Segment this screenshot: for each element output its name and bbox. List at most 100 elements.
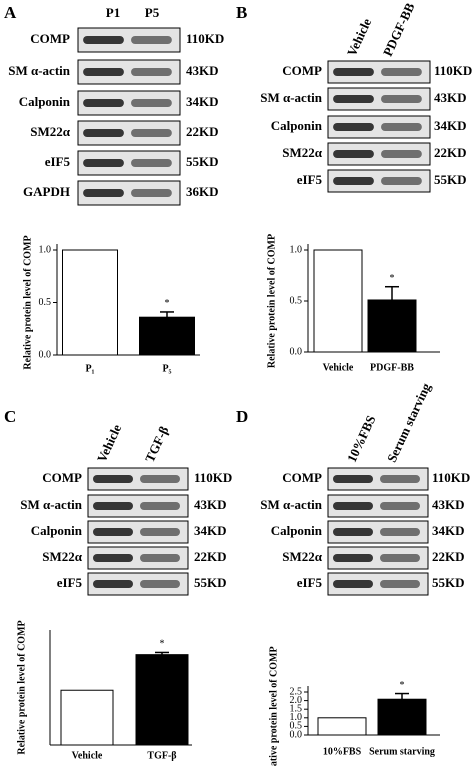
y-tick-label: 1.0 [39, 244, 52, 255]
protein-label: eIF5 [297, 172, 323, 187]
lane-label: Vehicle [94, 422, 125, 465]
y-tick-label: 1.5 [290, 703, 303, 714]
protein-label: SM22α [282, 145, 323, 160]
y-tick-label: 0.5 [290, 295, 303, 306]
protein-label: COMP [282, 470, 322, 485]
blot-band [93, 554, 133, 562]
blot-band [333, 475, 373, 483]
protein-label: Calponin [19, 94, 71, 109]
lane-label: 10%FBS [344, 413, 379, 465]
y-axis-label: Relative protein level of COMP [16, 620, 27, 754]
lane-label: TGF-β [142, 424, 172, 465]
blot-band [381, 150, 422, 158]
protein-label: Calponin [31, 523, 83, 538]
significance: * [400, 680, 405, 691]
blot-band [83, 36, 124, 44]
blot-band [140, 528, 180, 536]
y-tick-label: 0.5 [39, 297, 52, 308]
blot-band [93, 528, 133, 536]
size-label: 43KD [432, 497, 465, 512]
blot-box [327, 467, 429, 491]
panel-letter: D [236, 407, 248, 426]
blot-band [333, 150, 374, 158]
blot-band [333, 554, 373, 562]
protein-label: COMP [30, 31, 70, 46]
blot-box [87, 572, 189, 596]
protein-label: GAPDH [23, 184, 70, 199]
y-axis-label: Relative protein level of COMP [22, 235, 33, 369]
lane-label: Vehicle [344, 16, 375, 59]
blot-band [380, 502, 420, 510]
protein-label: SM α-actin [260, 90, 323, 105]
size-label: 55KD [186, 154, 219, 169]
protein-label: COMP [42, 470, 82, 485]
y-tick-label: 0.0 [290, 346, 303, 357]
blot-band [333, 95, 374, 103]
size-label: 55KD [194, 575, 227, 590]
blot-box [87, 546, 189, 570]
blot-box [87, 494, 189, 518]
blot-band [333, 123, 374, 131]
protein-label: SM22α [42, 549, 83, 564]
size-label: 34KD [432, 523, 465, 538]
blot-band [333, 177, 374, 185]
blot-band [333, 528, 373, 536]
blot-band [83, 129, 124, 137]
significance: * [390, 273, 395, 284]
blot-band [140, 580, 180, 588]
panel-letter: A [4, 3, 17, 22]
protein-label: Calponin [271, 523, 323, 538]
blot-band [381, 68, 422, 76]
x-tick-label: Vehicle [323, 362, 354, 373]
blot-band [381, 123, 422, 131]
blot-band [93, 502, 133, 510]
bar [135, 654, 189, 746]
blot-band [83, 68, 124, 76]
lane-label: PDGF-BB [380, 0, 418, 58]
size-label: 55KD [432, 575, 465, 590]
protein-label: SM22α [30, 124, 71, 139]
size-label: 22KD [194, 549, 227, 564]
blot-box [327, 115, 431, 139]
blot-box [327, 520, 429, 544]
size-label: 34KD [434, 118, 467, 133]
y-tick-label: 2.0 [290, 695, 303, 706]
blot-band [93, 580, 133, 588]
size-label: 22KD [186, 124, 219, 139]
x-tick-label: P₅ [162, 363, 171, 374]
protein-label: Calponin [271, 118, 323, 133]
size-label: 110KD [432, 470, 470, 485]
y-tick-label: 1.0 [290, 244, 303, 255]
blot-band [131, 36, 172, 44]
blot-band [380, 580, 420, 588]
size-label: 43KD [194, 497, 227, 512]
protein-label: eIF5 [45, 154, 71, 169]
size-label: 110KD [186, 31, 224, 46]
x-tick-label: 10%FBS [323, 746, 362, 757]
blot-band [380, 554, 420, 562]
y-tick-label: 0.0 [290, 729, 303, 740]
size-label: 110KD [434, 63, 472, 78]
blot-band [333, 502, 373, 510]
y-tick-label: 0.0 [39, 349, 52, 360]
bar [317, 717, 367, 736]
blot-box [87, 467, 189, 491]
blot-box [327, 142, 431, 166]
lane-label: P1 [106, 5, 120, 20]
blot-band [131, 159, 172, 167]
x-tick-label: Vehicle [72, 750, 103, 761]
blot-box [327, 546, 429, 570]
blot-band [333, 580, 373, 588]
blot-band [131, 129, 172, 137]
y-axis-label: Relative protein level of COMP [268, 646, 279, 766]
protein-label: SM22α [282, 549, 323, 564]
bar [62, 249, 118, 356]
significance: * [160, 639, 165, 650]
protein-label: eIF5 [57, 575, 83, 590]
blot-band [380, 528, 420, 536]
protein-label: eIF5 [297, 575, 323, 590]
panel-letter: C [4, 407, 16, 426]
blot-band [140, 502, 180, 510]
size-label: 34KD [186, 94, 219, 109]
